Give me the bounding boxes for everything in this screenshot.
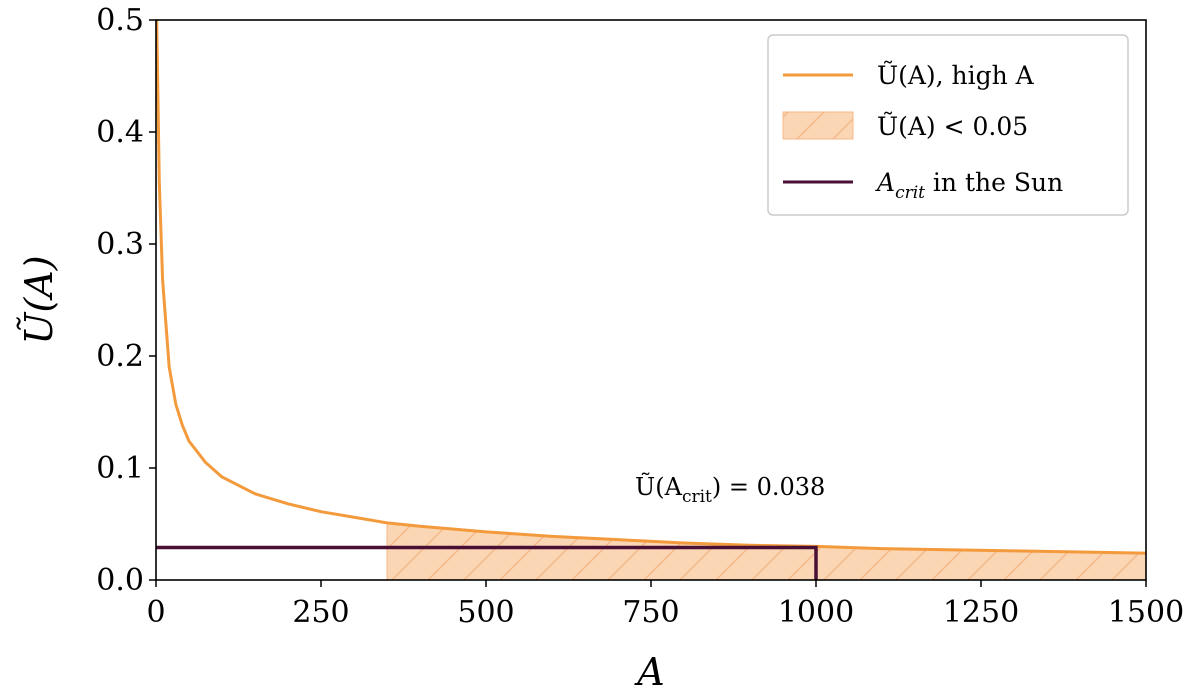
legend-crit-suffix: in the Sun	[925, 168, 1063, 197]
legend-box	[767, 34, 1129, 216]
x-axis: 0 250 500 750 1000 1250 1500	[146, 580, 1184, 630]
x-tick-label: 750	[622, 595, 679, 630]
legend-swatch-region	[782, 111, 854, 140]
annotation-main: Ũ(A	[635, 471, 683, 501]
legend-label-crit: Acrit in the Sun	[875, 168, 1063, 203]
x-tick-label: 500	[457, 595, 514, 630]
y-tick-label: 0.0	[96, 563, 144, 598]
legend-crit-main: A	[875, 168, 895, 197]
x-axis-title: A	[634, 650, 664, 694]
legend: Ũ(A), high A Ũ(A) < 0.05 Acrit in the Su…	[767, 34, 1129, 216]
x-tick-label: 250	[292, 595, 349, 630]
y-axis-title: Ũ(A)	[17, 255, 61, 344]
y-tick-label: 0.5	[96, 3, 144, 38]
y-tick-label: 0.2	[96, 339, 144, 374]
y-tick-label: 0.1	[96, 451, 144, 486]
legend-label-curve: Ũ(A), high A	[877, 60, 1035, 90]
y-axis: 0.0 0.1 0.2 0.3 0.4 0.5	[96, 3, 156, 598]
y-tick-label: 0.4	[96, 115, 144, 150]
legend-crit-sub: crit	[895, 183, 925, 203]
legend-label-region: Ũ(A) < 0.05	[877, 111, 1028, 141]
x-tick-label: 0	[146, 595, 165, 630]
x-tick-label: 1250	[943, 595, 1019, 630]
series-line-high-a	[156, 20, 1146, 555]
annotation-ucrit: Ũ(Acrit) = 0.038	[635, 471, 825, 507]
critical-line	[156, 545, 818, 580]
x-tick-label: 1000	[778, 595, 854, 630]
x-tick-label: 1500	[1108, 595, 1184, 630]
annotation-sub: crit	[682, 487, 712, 507]
annotation-suffix: ) = 0.038	[712, 473, 825, 501]
y-tick-label: 0.3	[96, 227, 144, 262]
plot-area	[156, 20, 1146, 580]
